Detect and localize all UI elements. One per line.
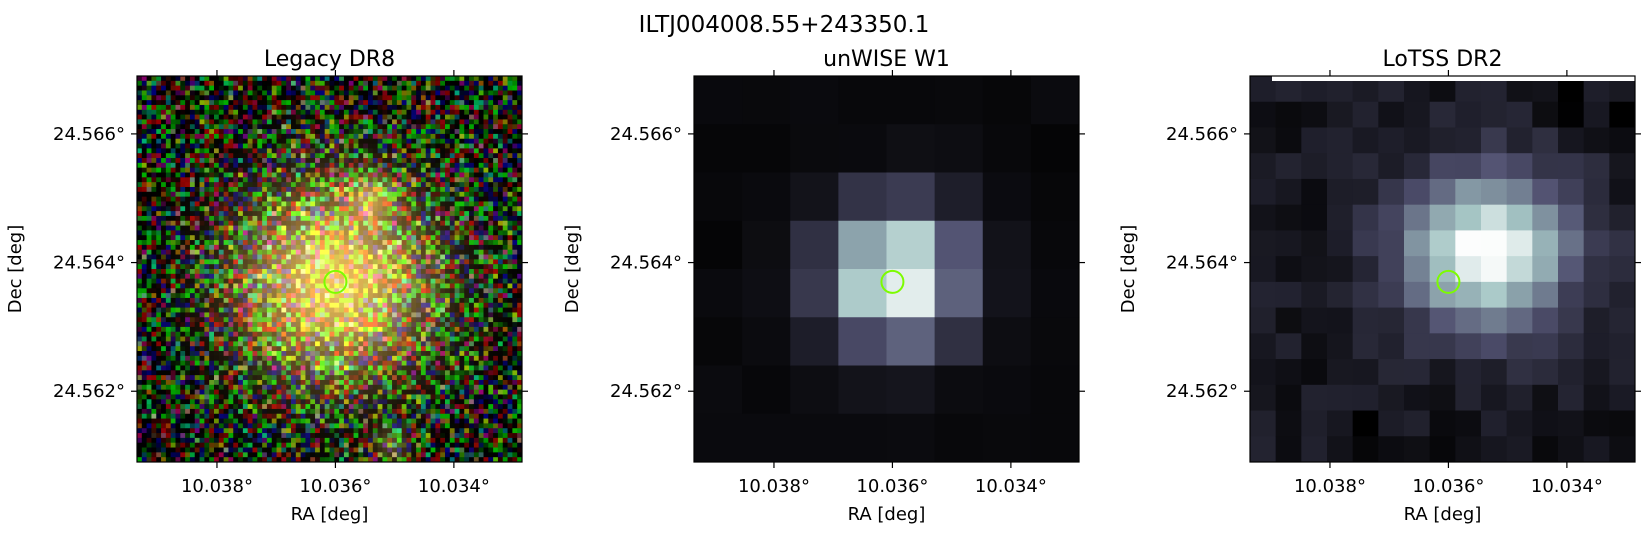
source-marker: [880, 269, 905, 294]
y-tick-label: 24.564°: [53, 253, 125, 274]
panel-title: Legacy DR8: [264, 47, 395, 72]
y-tick-label: 24.566°: [1166, 124, 1238, 145]
source-marker: [323, 269, 348, 294]
cutout-image: [137, 76, 523, 463]
x-tick-label: 10.036°: [299, 476, 371, 497]
cutout-image: [694, 76, 1080, 463]
source-marker: [1436, 269, 1461, 294]
x-axis-label: RA [deg]: [291, 504, 369, 525]
y-axis-label: Dec [deg]: [5, 225, 26, 314]
y-tick-label: 24.562°: [610, 381, 682, 402]
x-axis-label: RA [deg]: [1404, 504, 1482, 525]
axes-frame: [693, 75, 1080, 463]
panel-3: LoTSS DR2 10.038° 10.036° 10.034° 24.566° 24.…: [1118, 47, 1641, 525]
y-tick-label: 24.566°: [53, 124, 125, 145]
x-tick-label: 10.034°: [418, 476, 490, 497]
axes-frame: [1249, 75, 1636, 463]
x-tick-label: 10.038°: [738, 476, 810, 497]
x-axis-label: RA [deg]: [848, 504, 926, 525]
y-tick-label: 24.562°: [1166, 381, 1238, 402]
figure-suptitle: ILTJ004008.55+243350.1: [639, 12, 930, 38]
cutout-image: [1250, 75, 1636, 463]
x-tick-label: 10.038°: [1294, 476, 1366, 497]
y-tick-label: 24.566°: [610, 124, 682, 145]
x-tick-label: 10.036°: [1412, 476, 1484, 497]
panel-2: unWISE W1 10.038° 10.036° 10.034° 24.566° 24.…: [562, 47, 1085, 525]
y-tick-label: 24.564°: [610, 253, 682, 274]
x-tick-label: 10.034°: [975, 476, 1047, 497]
axes-frame: [136, 75, 523, 463]
panel-title: unWISE W1: [823, 47, 950, 72]
x-tick-label: 10.034°: [1531, 476, 1603, 497]
y-tick-label: 24.564°: [1166, 253, 1238, 274]
panel-1: Legacy DR8 10.038° 10.036° 10.034° 24.566° 24…: [5, 47, 528, 525]
x-tick-label: 10.038°: [181, 476, 253, 497]
y-axis-label: Dec [deg]: [1118, 225, 1139, 314]
panel-title: LoTSS DR2: [1383, 47, 1503, 72]
x-tick-label: 10.036°: [856, 476, 928, 497]
y-tick-label: 24.562°: [53, 381, 125, 402]
y-axis-label: Dec [deg]: [562, 225, 583, 314]
